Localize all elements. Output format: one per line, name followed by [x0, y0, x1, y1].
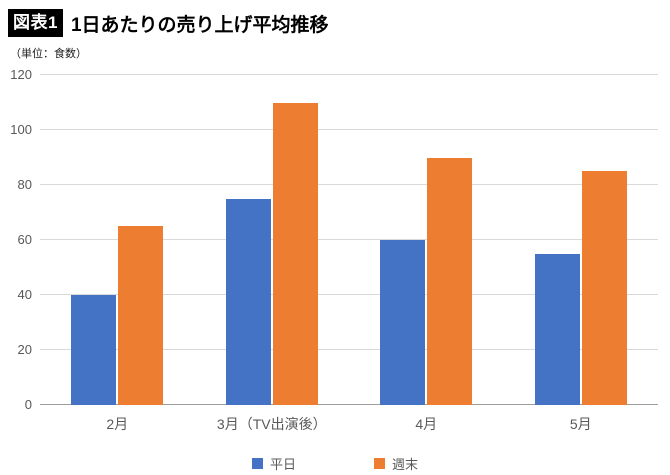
chart-header: 図表1 1日あたりの売り上げ平均推移: [0, 0, 670, 37]
figure-badge: 図表1: [8, 9, 63, 37]
chart-title: 1日あたりの売り上げ平均推移: [70, 14, 329, 36]
x-axis-labels: 2月 3月（TV出演後） 4月 5月: [40, 405, 658, 434]
bar-group-1: [40, 75, 195, 405]
gridline: [40, 184, 658, 185]
legend-item-平日: 平日: [251, 454, 296, 473]
bar-平日-3月（TV出演後）: [225, 198, 271, 405]
y-tick-label: 120: [10, 67, 32, 82]
gridline: [40, 294, 658, 295]
bar-週末-2月: [118, 226, 164, 405]
legend-label: 平日: [269, 457, 296, 472]
y-tick-label: 80: [17, 177, 32, 192]
x-category-label-2: 3月（TV出演後）: [216, 416, 327, 432]
bar-週末-3月（TV出演後）: [272, 102, 318, 405]
gridline: [40, 349, 658, 350]
y-tick-label: 100: [10, 122, 32, 137]
unit-label: （単位：食数）: [10, 48, 87, 60]
plot-area: 0 20 40 60 80 100 120: [10, 67, 658, 412]
gridline: [40, 239, 658, 240]
y-tick-label: 20: [17, 342, 32, 357]
gridline: [40, 74, 658, 75]
x-category-label-4: 5月: [569, 416, 592, 432]
x-axis-line: [40, 404, 658, 405]
bar-groups: [40, 75, 658, 405]
bar-週末-5月: [581, 171, 627, 405]
x-category-label-1: 2月: [106, 416, 129, 432]
bar-group-2: [195, 75, 350, 405]
chart-legend: 平日 週末: [0, 454, 670, 473]
bar-group-3: [349, 75, 504, 405]
bar-週末-4月: [427, 157, 473, 405]
y-tick-label: 60: [17, 232, 32, 247]
legend-swatch-icon: [374, 458, 385, 469]
y-tick-label: 0: [24, 397, 32, 412]
legend-label: 週末: [392, 457, 419, 472]
legend-swatch-icon: [251, 458, 263, 469]
x-category-label-3: 4月: [415, 416, 438, 432]
legend-item-週末: 週末: [374, 454, 418, 473]
bar-平日-4月: [380, 240, 426, 405]
gridline: [40, 129, 658, 130]
bar-group-4: [504, 75, 659, 405]
bar-平日-5月: [534, 253, 580, 405]
y-tick-label: 40: [17, 287, 32, 302]
bar-平日-2月: [71, 295, 117, 405]
